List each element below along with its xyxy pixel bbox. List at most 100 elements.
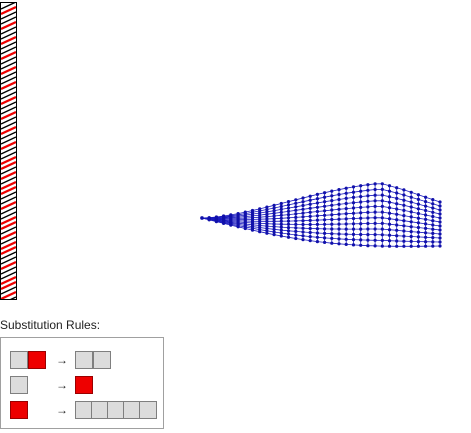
strip-cell-black bbox=[1, 41, 16, 50]
mesh-vertex bbox=[294, 233, 298, 237]
mesh-vertex bbox=[323, 200, 327, 204]
mesh-vertex bbox=[272, 214, 276, 218]
mesh-vertex bbox=[359, 205, 363, 209]
mesh-vertex bbox=[308, 235, 312, 239]
mesh-vertex bbox=[315, 235, 319, 239]
mesh-vertex bbox=[424, 235, 428, 239]
mesh-vertex bbox=[431, 223, 435, 227]
mesh-vertex bbox=[286, 226, 291, 230]
strip-cell-black bbox=[1, 196, 16, 205]
mesh-vertex bbox=[366, 199, 370, 203]
mesh-row-line bbox=[202, 194, 441, 219]
mesh-vertex bbox=[301, 222, 305, 227]
mesh-vertex bbox=[315, 240, 319, 244]
mesh-vertex bbox=[438, 232, 442, 236]
mesh-vertex bbox=[359, 216, 363, 220]
mesh-vertex bbox=[315, 192, 319, 196]
mesh-vertex bbox=[272, 209, 276, 213]
mesh-vertex bbox=[323, 240, 327, 244]
mesh-vertex bbox=[286, 203, 291, 207]
mesh-vertex bbox=[265, 207, 269, 212]
mesh-vertex bbox=[431, 214, 435, 219]
mesh-vertex bbox=[416, 216, 420, 220]
mesh-vertex bbox=[337, 242, 341, 246]
mesh-vertex bbox=[366, 244, 370, 248]
mesh-vertex bbox=[380, 221, 384, 225]
mesh-vertex bbox=[409, 200, 413, 204]
mesh-vertex bbox=[387, 206, 392, 210]
mesh-vertex bbox=[308, 210, 312, 214]
mesh-vertex bbox=[286, 232, 291, 236]
mesh-vertex bbox=[301, 238, 305, 242]
mesh-vertex bbox=[395, 228, 399, 232]
strip-cell-black bbox=[1, 3, 16, 10]
mesh-vertex bbox=[323, 209, 327, 213]
mesh-vertex bbox=[387, 184, 392, 188]
substitution-evolution-strip bbox=[0, 2, 17, 300]
mesh-vertex bbox=[402, 244, 406, 248]
mesh-vertex bbox=[337, 197, 341, 202]
strip-cell-red bbox=[1, 281, 16, 290]
strip-cell-red bbox=[1, 161, 16, 170]
strip-cell-red bbox=[1, 246, 16, 255]
mesh-vertex bbox=[431, 244, 435, 248]
strip-cell-red bbox=[1, 201, 16, 210]
mesh-vertex bbox=[416, 211, 420, 216]
mesh-vertex bbox=[431, 236, 435, 240]
mesh-vertex bbox=[315, 227, 319, 231]
mesh-vertex bbox=[402, 203, 406, 207]
mesh-vertex bbox=[424, 226, 428, 230]
mesh-vertex bbox=[431, 210, 435, 214]
mesh-vertex bbox=[431, 240, 435, 244]
mesh-vertex bbox=[286, 206, 291, 210]
strip-cell-black bbox=[1, 151, 16, 160]
mesh-vertex bbox=[330, 189, 334, 193]
mesh-vertex bbox=[344, 242, 348, 246]
mesh-vertex bbox=[359, 200, 363, 204]
mesh-vertex bbox=[373, 182, 377, 186]
mesh-vertex bbox=[330, 213, 334, 217]
mesh-vertex bbox=[236, 225, 240, 229]
mesh-vertex bbox=[380, 187, 384, 191]
mesh-vertex bbox=[308, 214, 312, 218]
mesh-vertex bbox=[402, 214, 406, 218]
mesh-vertex bbox=[265, 222, 269, 226]
mesh-vertex bbox=[438, 244, 442, 248]
strip-cell-black bbox=[1, 31, 16, 40]
mesh-vertex bbox=[315, 222, 319, 226]
mesh-vertex bbox=[315, 209, 319, 214]
strip-cell-black bbox=[1, 251, 16, 260]
strip-cell-black bbox=[1, 136, 16, 145]
mesh-vertex bbox=[294, 229, 298, 233]
mesh-vertex bbox=[438, 236, 442, 240]
mesh-vertex bbox=[323, 236, 327, 240]
mesh-vertex bbox=[424, 213, 428, 217]
substitution-rules-panel: → → → bbox=[0, 337, 164, 429]
strip-cell-black bbox=[1, 191, 16, 200]
mesh-vertex bbox=[200, 216, 204, 220]
rule-2-rhs-cell-red bbox=[75, 376, 93, 394]
mesh-vertex bbox=[387, 211, 392, 215]
mesh-vertex bbox=[409, 215, 413, 219]
mesh-vertex bbox=[294, 236, 298, 241]
mesh-vertex bbox=[438, 240, 442, 244]
mesh-vertex bbox=[373, 227, 377, 231]
mesh-vertex bbox=[323, 213, 327, 217]
mesh-vertex bbox=[272, 233, 276, 237]
mesh-vertex bbox=[351, 211, 356, 215]
strip-cell-black bbox=[1, 116, 16, 125]
mesh-vertex bbox=[373, 199, 377, 203]
mesh-vertex bbox=[323, 218, 327, 222]
mesh-vertex bbox=[359, 243, 363, 247]
mesh-vertex bbox=[308, 230, 312, 235]
mesh-vertex bbox=[395, 223, 399, 227]
mesh-vertex bbox=[301, 200, 305, 204]
mesh-vertex bbox=[250, 228, 255, 232]
mesh-vertex bbox=[438, 212, 442, 216]
3d-mesh-surface-plot bbox=[200, 182, 442, 248]
mesh-vertex bbox=[308, 194, 312, 198]
mesh-vertex bbox=[301, 230, 305, 234]
mesh-vertex bbox=[431, 206, 435, 210]
mesh-vertex bbox=[344, 196, 348, 200]
mesh-vertex bbox=[395, 234, 399, 238]
